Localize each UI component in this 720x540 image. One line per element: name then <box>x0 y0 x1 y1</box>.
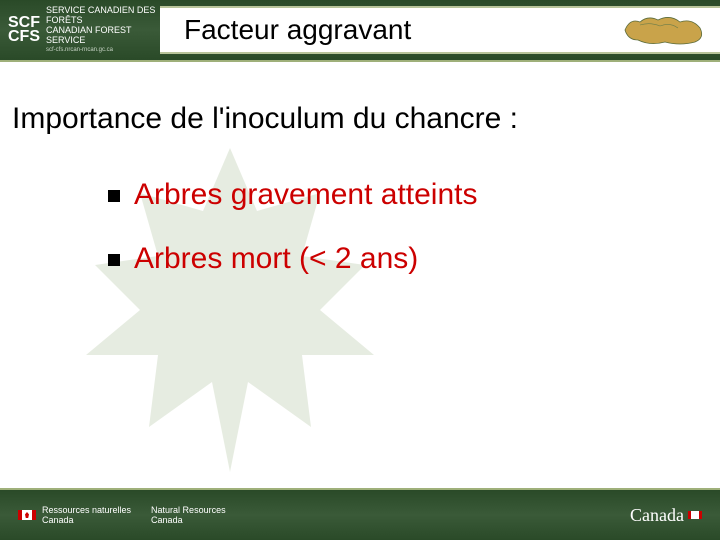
bullet-text: Arbres mort (< 2 ans) <box>134 242 418 276</box>
logo-name-fr: SERVICE CANADIEN DES FORÊTS <box>46 6 160 26</box>
dept-en-text: Natural Resources Canada <box>151 505 226 525</box>
dept-fr: Ressources naturelles Canada <box>18 505 131 525</box>
logo-text: SERVICE CANADIEN DES FORÊTS CANADIAN FOR… <box>46 6 160 54</box>
dept-en-line1: Natural Resources <box>151 505 226 515</box>
dept-fr-text: Ressources naturelles Canada <box>42 505 131 525</box>
dept-en-line2: Canada <box>151 515 226 525</box>
slide-header: SCF CFS SERVICE CANADIEN DES FORÊTS CANA… <box>0 0 720 60</box>
dept-fr-line2: Canada <box>42 515 131 525</box>
slide-title: Facteur aggravant <box>160 6 610 54</box>
bullet-square-icon <box>108 190 120 202</box>
wordmark-text: Canada <box>630 505 684 526</box>
bullet-square-icon <box>108 254 120 266</box>
map-icon <box>610 6 720 54</box>
logo-url: scf-cfs.nrcan-rncan.gc.ca <box>46 47 160 54</box>
bullet-list: Arbres gravement atteints Arbres mort (<… <box>12 178 700 276</box>
acronym-en: CFS <box>8 30 40 44</box>
flag-icon <box>18 510 36 520</box>
dept-en: Natural Resources Canada <box>151 505 226 525</box>
org-logo: SCF CFS SERVICE CANADIEN DES FORÊTS CANA… <box>0 0 160 60</box>
content-subtitle: Importance de l'inoculum du chancre : <box>12 102 700 136</box>
canada-wordmark: Canada <box>630 505 702 526</box>
slide-content: Importance de l'inoculum du chancre : Ar… <box>0 62 720 276</box>
flag-icon <box>688 511 702 519</box>
list-item: Arbres gravement atteints <box>108 178 700 212</box>
logo-name-en: CANADIAN FOREST SERVICE <box>46 26 160 46</box>
slide-footer: Ressources naturelles Canada Natural Res… <box>0 488 720 540</box>
dept-fr-line1: Ressources naturelles <box>42 505 131 515</box>
logo-acronym: SCF CFS <box>8 16 40 45</box>
list-item: Arbres mort (< 2 ans) <box>108 242 700 276</box>
bullet-text: Arbres gravement atteints <box>134 178 478 212</box>
footer-departments: Ressources naturelles Canada Natural Res… <box>18 505 226 525</box>
